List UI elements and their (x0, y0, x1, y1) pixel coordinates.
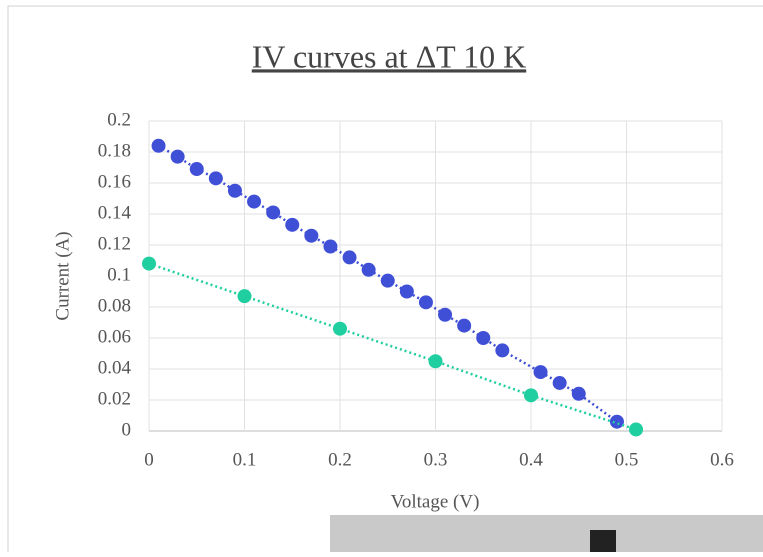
data-point (151, 138, 166, 153)
x-tick-label: 0.5 (615, 449, 639, 470)
data-point (629, 422, 644, 437)
x-tick-label: 0.3 (424, 449, 448, 470)
x-tick-label: 0.1 (233, 449, 257, 470)
data-point (170, 149, 185, 164)
y-tick-label: 0.12 (98, 233, 131, 254)
data-point (571, 386, 586, 401)
y-tick-label: 0.02 (98, 388, 131, 409)
data-point (227, 183, 242, 198)
photo-object (590, 530, 616, 552)
data-point (323, 239, 338, 254)
data-point (333, 321, 347, 336)
y-tick-label: 0.06 (98, 326, 131, 347)
x-tick-label: 0.2 (328, 449, 352, 470)
y-axis-label: Current (A) (52, 231, 73, 320)
data-point (361, 262, 376, 277)
data-point (237, 289, 252, 304)
y-tick-label: 0.08 (98, 295, 131, 316)
y-tick-label: 0 (122, 419, 132, 440)
data-point (208, 171, 223, 186)
data-point (552, 375, 567, 390)
y-tick-label: 0.2 (107, 109, 131, 130)
data-point (457, 318, 472, 333)
data-point (609, 414, 624, 429)
data-point (142, 256, 156, 271)
y-tick-label: 0.16 (98, 171, 131, 192)
data-point (495, 343, 510, 358)
data-point (438, 307, 453, 322)
chart-title: IV curves at ΔT 10 K (252, 38, 526, 74)
x-tick-label: 0.6 (710, 449, 734, 470)
x-tick-label: 0 (144, 449, 154, 470)
data-point (189, 162, 204, 177)
trend-line (157, 144, 618, 423)
x-tick-label: 0.4 (519, 449, 543, 470)
data-point (524, 388, 538, 403)
data-point (418, 295, 433, 310)
data-point (342, 250, 357, 265)
x-axis-label: Voltage (V) (391, 491, 480, 512)
y-tick-label: 0.04 (98, 357, 132, 378)
photo-inset (330, 515, 763, 552)
data-point (266, 205, 281, 220)
data-point (399, 284, 414, 299)
data-point (247, 194, 262, 209)
data-point (533, 365, 548, 380)
y-tick-label: 0.14 (98, 202, 132, 223)
data-point (476, 331, 491, 345)
data-point (304, 228, 319, 243)
y-tick-label: 0.1 (107, 264, 131, 285)
y-tick-label: 0.18 (98, 140, 131, 161)
data-point (380, 273, 395, 288)
data-point (428, 354, 443, 369)
data-point (285, 217, 300, 232)
